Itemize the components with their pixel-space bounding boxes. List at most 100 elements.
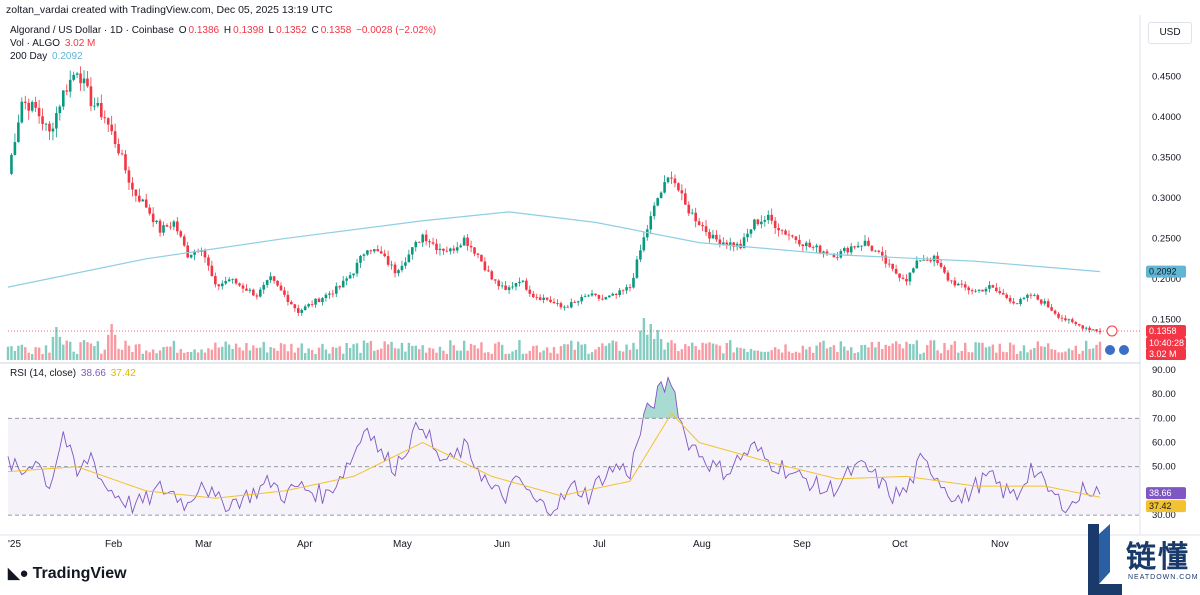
volume-bar [849,347,853,360]
ma200-line [7,211,1101,288]
volume-bar [977,342,981,360]
volume-bar [697,349,701,360]
volume-bar [988,346,991,360]
volume-bar [300,343,303,360]
candle-body [10,154,13,174]
candle-body [182,236,186,246]
volume-bar [86,342,89,360]
volume-bar [843,346,846,360]
volume-bar [369,340,373,360]
volume-bar [203,352,207,360]
candle-body [925,259,929,261]
volume-bar [538,352,542,360]
volume-bar [594,349,597,360]
volume-bar [342,353,345,360]
candle-body [445,250,449,252]
candle-body [528,289,532,294]
volume-bar [642,318,646,360]
volume-bar [1022,345,1026,360]
candle-body [117,144,120,154]
volume-value: 3.02 M [64,38,96,49]
candle-body [176,221,179,232]
candle-body [1081,325,1085,329]
volume-bar [559,346,563,360]
candle-body [321,298,324,303]
candle-body [939,263,943,267]
candle-body [794,236,798,240]
candle-body [414,241,418,248]
candle-body [611,293,615,296]
watermark-l-icon [1088,524,1122,595]
volume-bar [704,343,708,360]
candle-body [659,192,663,199]
candle-body [442,248,445,251]
candle-body [531,293,535,298]
volume-bar [1098,341,1102,360]
volume-bar [780,352,784,360]
svg-text:0.2092: 0.2092 [1149,267,1177,277]
candle-body [1067,319,1071,321]
volume-bar [113,334,117,360]
candle-body [421,234,424,243]
candle-body [100,102,103,118]
candle-body [708,232,711,239]
candle-body [787,234,791,236]
candle-body [957,283,960,286]
candle-body [919,260,922,262]
candle-body [974,290,977,292]
volume-bar [324,349,328,360]
candle-body [932,255,936,262]
candle-body [189,254,193,258]
volume-bar [749,348,753,360]
candle-body [946,272,950,281]
candle-body [483,261,487,271]
volume-bar [1091,348,1095,360]
candle-body [300,309,304,313]
volume-bar [141,353,144,360]
volume-bar [1033,347,1036,360]
volume-bar [646,334,649,360]
candle-body [20,101,24,123]
candle-body [1098,331,1102,333]
candle-body [13,142,17,155]
volume-bar [459,350,462,360]
volume-bar [912,344,915,360]
candle-body [131,182,134,190]
candle-body [51,128,55,132]
volume-bar [51,336,55,360]
volume-bar [628,349,632,360]
volume-bar [891,343,894,360]
candle-body [72,74,75,80]
candle-body [950,280,953,282]
candle-body [535,297,539,298]
volume-bar [950,344,953,360]
candle-body [1088,327,1091,331]
volume-bar [466,350,469,360]
volume-bar [145,350,148,360]
candle-body [621,290,625,292]
candle-body [763,220,767,222]
volume-bar [1053,349,1057,360]
svg-text:37.42: 37.42 [1149,501,1172,511]
volume-bar [37,347,41,360]
candle-body [514,282,518,287]
volume-bar [120,349,124,360]
candle-body [359,255,362,263]
volume-bar [428,347,431,360]
volume-bar [262,341,265,360]
candle-body [165,225,169,227]
candle-body [407,254,411,263]
volume-bar [487,352,490,360]
volume-bar [445,353,449,360]
tradingview-logo: ◣● TradingView [8,565,127,582]
candle-body [632,277,635,288]
volume-bar [352,344,355,360]
candle-body [462,237,466,246]
candle-body [1043,301,1047,304]
volume-bar [877,341,881,360]
candle-body [386,256,390,265]
candle-body [328,293,331,295]
candle-body [435,243,438,251]
currency-selector[interactable]: USD [1148,22,1192,44]
